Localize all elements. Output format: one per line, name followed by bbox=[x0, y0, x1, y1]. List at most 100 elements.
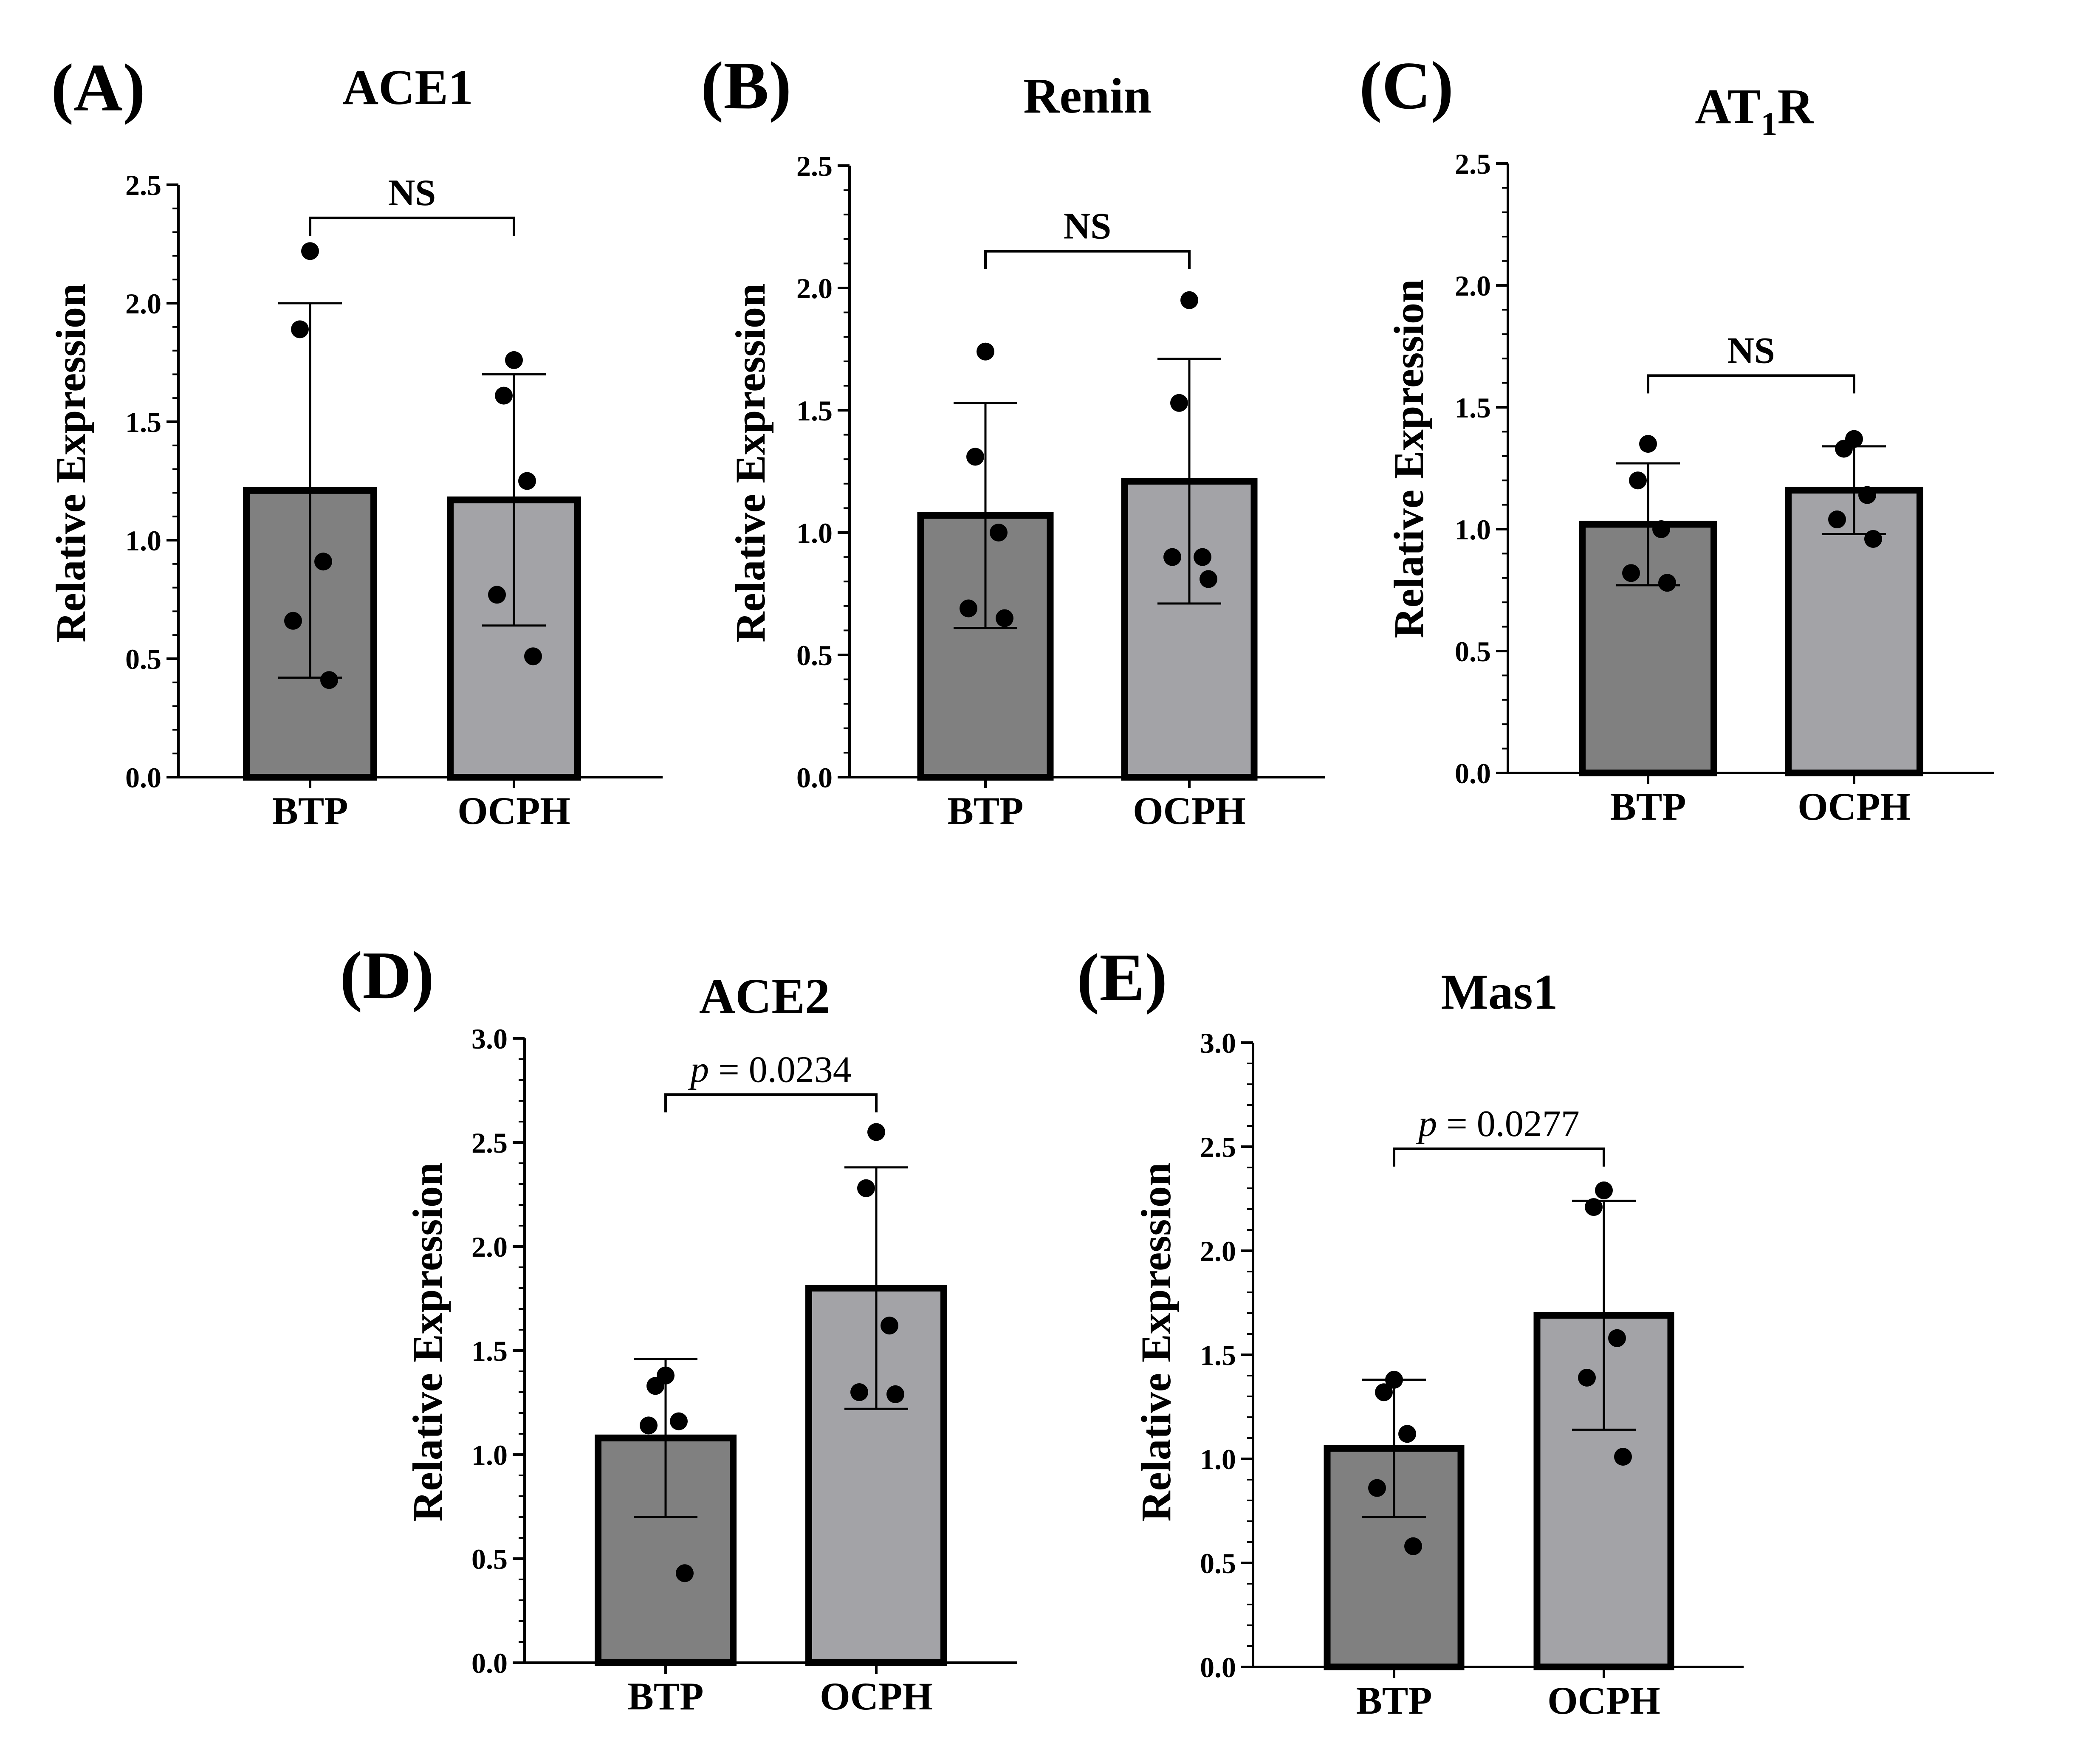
data-point bbox=[1652, 520, 1670, 538]
data-point bbox=[670, 1412, 688, 1430]
data-point bbox=[1578, 1368, 1596, 1387]
x-category-label: OCPH bbox=[1798, 785, 1911, 828]
panel-letter: (B) bbox=[701, 48, 791, 123]
chart-panel-2: (B) Renin 0.0 0.5 1.0 1.5 2.0 2.5 Relative Expre… bbox=[701, 48, 1325, 832]
y-tick-label: 0.0 bbox=[125, 761, 161, 794]
data-point bbox=[1608, 1329, 1626, 1347]
data-point bbox=[857, 1179, 875, 1197]
data-point bbox=[1828, 510, 1846, 529]
bar-ocph bbox=[447, 496, 581, 781]
data-point bbox=[1200, 570, 1217, 588]
y-axis-label: Relative Expression bbox=[47, 283, 94, 642]
y-tick-label: 2.5 bbox=[1200, 1131, 1236, 1163]
data-point bbox=[966, 448, 984, 466]
data-point bbox=[996, 609, 1013, 627]
data-point bbox=[1858, 486, 1876, 504]
data-point bbox=[505, 351, 523, 369]
data-point bbox=[960, 599, 977, 618]
y-tick-label: 2.5 bbox=[796, 150, 833, 182]
y-tick-label: 2.0 bbox=[796, 272, 833, 305]
chart-title: Mas1 bbox=[1441, 964, 1558, 1020]
significance-label: NS bbox=[1064, 206, 1112, 247]
y-tick-label: 1.5 bbox=[125, 406, 161, 438]
y-tick-label: 2.5 bbox=[471, 1127, 508, 1159]
chart-title-tail: R bbox=[1777, 79, 1814, 134]
x-category-label: BTP bbox=[272, 789, 348, 832]
significance-label: NS bbox=[1727, 330, 1775, 371]
data-point bbox=[1170, 394, 1188, 412]
significance-bracket bbox=[309, 217, 515, 236]
y-tick-label: 1.0 bbox=[1455, 513, 1491, 546]
data-point bbox=[886, 1385, 904, 1403]
data-point bbox=[1163, 548, 1181, 566]
data-point bbox=[284, 612, 302, 630]
chart-panel-1: (A) ACE1 0.0 0.5 1.0 1.5 2.0 2.5 Relative Expres… bbox=[47, 50, 663, 832]
data-point bbox=[1658, 574, 1676, 592]
panel-letter: (E) bbox=[1077, 939, 1167, 1015]
data-point bbox=[518, 472, 536, 490]
significance-bracket bbox=[984, 250, 1191, 269]
data-point bbox=[1398, 1425, 1416, 1443]
y-tick-label: 3.0 bbox=[471, 1023, 508, 1055]
y-tick-label: 1.5 bbox=[1455, 392, 1491, 424]
y-tick-label: 0.5 bbox=[1200, 1547, 1236, 1579]
y-tick-label: 1.0 bbox=[125, 525, 161, 557]
y-tick-label: 1.5 bbox=[471, 1335, 508, 1367]
data-point bbox=[1835, 440, 1853, 458]
data-point bbox=[646, 1377, 664, 1395]
y-tick-label: 2.0 bbox=[1200, 1235, 1236, 1267]
data-point bbox=[1585, 1198, 1603, 1216]
y-tick-label: 1.5 bbox=[1200, 1339, 1236, 1371]
x-category-label: BTP bbox=[1356, 1679, 1432, 1722]
x-category-label: OCPH bbox=[1133, 789, 1246, 832]
data-point bbox=[291, 320, 309, 338]
data-point bbox=[524, 647, 542, 666]
chart-title: ACE2 bbox=[699, 968, 830, 1024]
data-point bbox=[1368, 1479, 1386, 1497]
data-point bbox=[1595, 1181, 1613, 1199]
data-point bbox=[1614, 1448, 1632, 1466]
y-tick-label: 2.5 bbox=[125, 169, 161, 201]
data-point bbox=[1639, 435, 1657, 453]
y-tick-label: 2.0 bbox=[471, 1231, 508, 1263]
data-point bbox=[881, 1317, 898, 1335]
significance-label: p = 0.0234 bbox=[688, 1049, 852, 1090]
y-axis-label: Relative Expression bbox=[1385, 279, 1432, 638]
chart-title: Renin bbox=[1023, 68, 1152, 124]
data-point bbox=[1375, 1383, 1393, 1402]
panel-letter: (A) bbox=[51, 50, 145, 125]
significance-bracket bbox=[1393, 1147, 1605, 1167]
y-tick-label: 1.0 bbox=[796, 517, 833, 549]
chart-title: ACE1 bbox=[342, 59, 473, 115]
data-point bbox=[1194, 548, 1211, 566]
significance-label: p = 0.0277 bbox=[1416, 1103, 1580, 1145]
chart-panel-4: (D) ACE2 0.0 0.5 1.0 1.5 2.0 2.5 3.0 Relative Exp… bbox=[340, 937, 1017, 1718]
data-point bbox=[320, 671, 338, 689]
x-category-label: OCPH bbox=[1547, 1679, 1660, 1722]
data-point bbox=[1629, 471, 1647, 490]
data-point bbox=[977, 342, 994, 361]
p-value-text: = 0.0234 bbox=[709, 1049, 852, 1090]
significance-label: NS bbox=[388, 172, 436, 214]
bar-ocph bbox=[1785, 487, 1923, 777]
data-point bbox=[676, 1564, 694, 1582]
chart-title-subscript: 1 bbox=[1761, 105, 1777, 142]
x-category-label: OCPH bbox=[820, 1675, 933, 1718]
y-tick-label: 0.5 bbox=[125, 643, 161, 675]
p-value-text: = 0.0277 bbox=[1437, 1103, 1580, 1145]
y-axis-label: Relative Expression bbox=[1132, 1162, 1180, 1521]
p-value-symbol: p bbox=[1416, 1103, 1437, 1145]
y-tick-label: 2.0 bbox=[125, 288, 161, 320]
y-tick-label: 2.5 bbox=[1455, 148, 1491, 180]
x-category-label: OCPH bbox=[457, 789, 570, 832]
panel-letter: (C) bbox=[1359, 48, 1454, 123]
y-tick-label: 1.0 bbox=[471, 1439, 508, 1471]
significance-bracket bbox=[1647, 374, 1855, 394]
y-tick-label: 0.0 bbox=[471, 1647, 508, 1679]
chart-title: AT1R bbox=[1695, 79, 1814, 142]
x-category-label: BTP bbox=[948, 789, 1024, 832]
data-point bbox=[867, 1123, 885, 1141]
y-tick-label: 0.0 bbox=[1200, 1651, 1236, 1684]
data-point bbox=[301, 242, 319, 260]
